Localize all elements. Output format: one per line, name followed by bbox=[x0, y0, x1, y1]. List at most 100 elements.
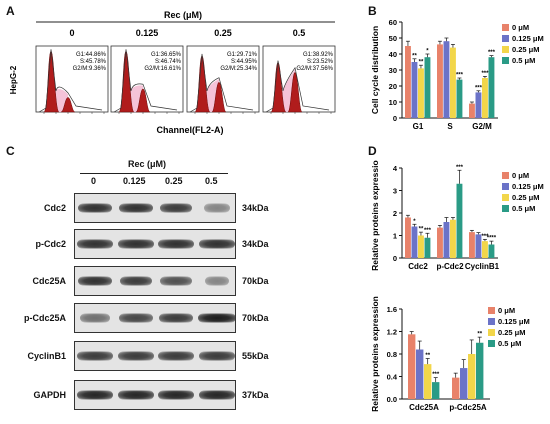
blot-band bbox=[78, 203, 113, 213]
y-tick-label: 4 bbox=[393, 164, 398, 173]
blot-band bbox=[77, 239, 114, 249]
bar bbox=[488, 57, 495, 118]
bar bbox=[418, 68, 424, 118]
legend-label: 0.25 μM bbox=[512, 45, 540, 54]
legend-label: 0.5 μM bbox=[512, 56, 535, 65]
legend-label: 0 μM bbox=[512, 23, 529, 32]
blot-strip bbox=[74, 266, 236, 296]
g2m-stat: G2/M:37.56% bbox=[296, 66, 333, 72]
significance-label: *** bbox=[456, 73, 464, 79]
bar bbox=[469, 103, 475, 118]
blot-band bbox=[118, 203, 153, 213]
significance-label: ** bbox=[419, 60, 424, 66]
row-label: HepG-2 bbox=[9, 65, 18, 94]
y-tick-label: 1.6 bbox=[387, 305, 397, 314]
x-tick-label: G1 bbox=[413, 122, 424, 131]
bar bbox=[475, 234, 482, 258]
significance-label: **** bbox=[487, 236, 497, 242]
dose-label: 0.125 bbox=[136, 28, 159, 38]
histogram-envelope bbox=[189, 53, 254, 113]
blot-protein-name: p-Cdc2 bbox=[35, 239, 66, 249]
blot-band bbox=[159, 313, 194, 323]
legend-swatch bbox=[488, 329, 495, 336]
y-axis-label: Relative proteins expression bbox=[370, 160, 380, 271]
y-tick-label: 30 bbox=[389, 66, 397, 75]
bar bbox=[488, 244, 495, 258]
legend-swatch bbox=[488, 318, 495, 325]
legend-swatch bbox=[502, 183, 509, 190]
bar bbox=[424, 237, 431, 258]
blot-kda-label: 37kDa bbox=[242, 390, 269, 400]
blot-strip bbox=[74, 193, 236, 223]
g1-stat: G1:29.71% bbox=[227, 52, 258, 58]
significance-label: *** bbox=[481, 71, 489, 77]
protein-expression-chart-1: Relative proteins expression 01234Cdc2***… bbox=[370, 160, 544, 271]
bar bbox=[476, 342, 484, 399]
blot-band bbox=[160, 203, 193, 213]
y-tick-label: 20 bbox=[389, 82, 397, 91]
y-tick-label: 0.4 bbox=[387, 373, 398, 382]
bar bbox=[452, 377, 460, 399]
blot-band bbox=[160, 276, 193, 286]
legend-label: 0 μM bbox=[512, 171, 529, 180]
panel-label-b: B bbox=[368, 4, 377, 18]
y-tick-label: 0.8 bbox=[387, 350, 397, 359]
histogram-envelope bbox=[265, 60, 330, 113]
x-tick-label: G2/M bbox=[472, 122, 492, 131]
blot-protein-name: GAPDH bbox=[33, 390, 66, 400]
bar bbox=[482, 241, 488, 258]
g2m-peak bbox=[60, 97, 76, 113]
blot-band bbox=[119, 276, 152, 286]
bar bbox=[411, 62, 418, 118]
g1-stat: G1:44.86% bbox=[76, 52, 107, 58]
bar bbox=[424, 364, 432, 399]
bar bbox=[460, 368, 468, 399]
significance-label: *** bbox=[456, 165, 464, 171]
bar bbox=[405, 217, 411, 258]
bar bbox=[482, 78, 488, 118]
blot-kda-label: 34kDa bbox=[242, 203, 269, 213]
bar bbox=[475, 92, 482, 118]
blot-band bbox=[203, 203, 230, 213]
legend-label: 0.5 μM bbox=[498, 339, 521, 348]
s-stat: S:45.78% bbox=[80, 59, 107, 65]
blot-strip bbox=[74, 380, 236, 410]
y-tick-label: 40 bbox=[389, 50, 397, 59]
blot-protein-name: p-Cdc25A bbox=[23, 313, 66, 323]
histogram-envelope bbox=[113, 49, 178, 113]
blot-band bbox=[204, 276, 229, 286]
significance-label: *** bbox=[424, 228, 432, 234]
blot-band bbox=[158, 239, 195, 249]
g2m-peak bbox=[135, 88, 151, 113]
bar bbox=[456, 183, 463, 258]
y-tick-label: 50 bbox=[389, 34, 397, 43]
panel-label-c: C bbox=[6, 144, 15, 158]
y-tick-label: 0.0 bbox=[387, 395, 397, 404]
cell-cycle-chart: Cell cycle distribution0102030405060G1**… bbox=[370, 18, 544, 131]
y-tick-label: 0 bbox=[393, 114, 397, 123]
panel-label-d: D bbox=[368, 144, 377, 158]
bar bbox=[456, 79, 463, 118]
g1-stat: G1:38.92% bbox=[303, 52, 334, 58]
legend-swatch bbox=[502, 46, 509, 53]
significance-label: * bbox=[426, 49, 429, 55]
significance-label: *** bbox=[481, 234, 489, 240]
legend-swatch bbox=[502, 57, 509, 64]
g2m-stat: G2/M:16.61% bbox=[144, 66, 181, 72]
blot-band bbox=[117, 351, 154, 361]
blot-protein-name: Cdc2 bbox=[43, 203, 66, 213]
blot-protein-name: CyclinB1 bbox=[27, 351, 66, 361]
blot-band bbox=[118, 313, 153, 323]
bar bbox=[411, 226, 418, 258]
x-tick-label: CyclinB1 bbox=[465, 262, 500, 271]
bar bbox=[408, 334, 416, 399]
blot-dose-3: 0.5 bbox=[205, 176, 218, 186]
g2m-stat: G2/M:9.36% bbox=[73, 66, 107, 72]
blot-strip bbox=[74, 341, 236, 371]
y-tick-label: 1.2 bbox=[387, 328, 397, 337]
y-tick-label: 3 bbox=[393, 187, 397, 196]
legend-swatch bbox=[502, 35, 509, 42]
blot-band bbox=[197, 313, 235, 323]
y-tick-label: 1 bbox=[393, 232, 397, 241]
legend-swatch bbox=[502, 24, 509, 31]
